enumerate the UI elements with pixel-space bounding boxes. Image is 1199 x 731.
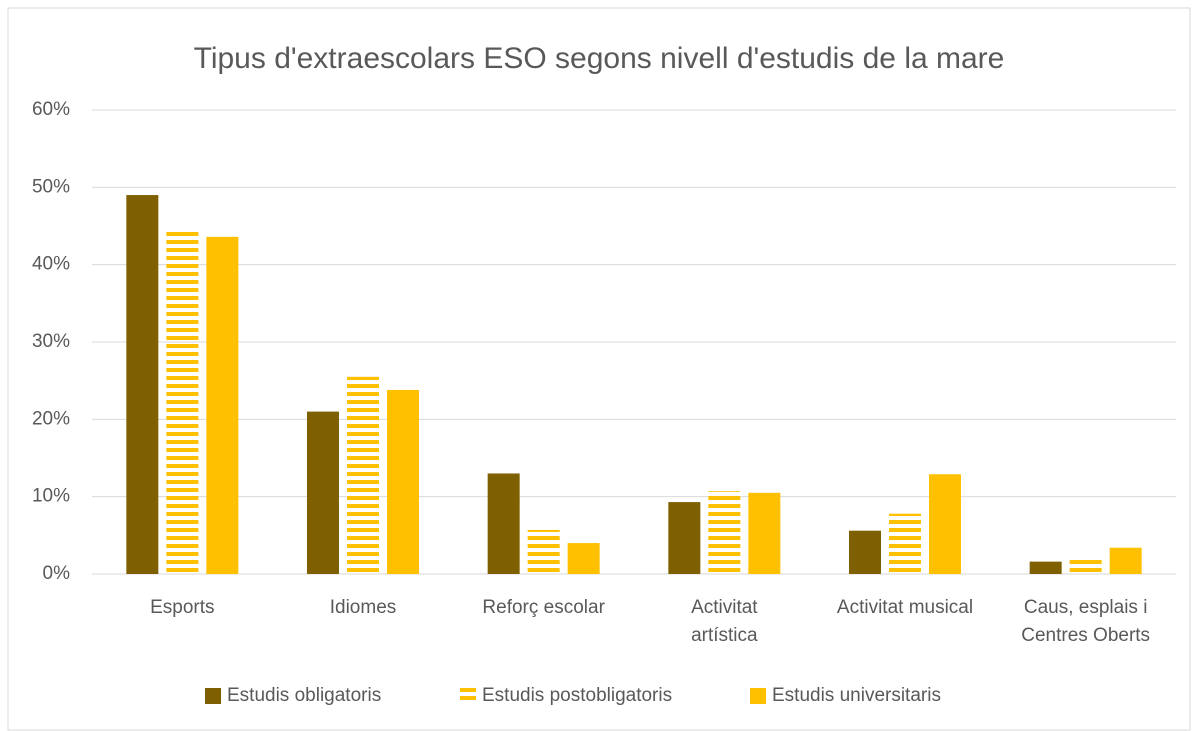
x-tick-label: Esports: [150, 597, 215, 618]
x-tick-label: Reforç escolar: [482, 597, 605, 618]
bar: [849, 530, 881, 574]
y-tick-label: 0%: [43, 563, 71, 584]
bar: [487, 473, 520, 574]
y-tick-label: 20%: [32, 408, 70, 429]
bar: [567, 543, 600, 574]
bar: [1029, 561, 1062, 574]
bar: [708, 491, 741, 574]
bar: [929, 474, 961, 574]
bar: [1069, 556, 1102, 574]
bar: [748, 492, 781, 574]
bar: [1109, 547, 1142, 574]
bar: [347, 376, 379, 574]
x-tick-label: Caus, esplais i Centres Oberts: [1021, 597, 1151, 646]
bar: [206, 236, 239, 574]
y-tick-label: 60%: [32, 99, 70, 120]
bar: [126, 195, 159, 575]
bar: [387, 389, 419, 574]
bar: [166, 229, 199, 574]
x-tick-label: Activitat artística: [691, 597, 758, 646]
y-tick-label: 30%: [32, 331, 70, 352]
chart-title: Tipus d'extraescolars ESO segons nivell …: [194, 42, 1005, 75]
bar: [889, 513, 921, 574]
legend-swatch: [750, 688, 766, 704]
y-tick-label: 40%: [32, 254, 70, 275]
legend-swatch: [205, 688, 221, 704]
bar: [668, 502, 701, 574]
legend-label: Estudis postobligatoris: [482, 685, 672, 706]
bar: [307, 411, 339, 574]
chart-border: [7, 7, 1191, 731]
legend-label: Estudis obligatoris: [227, 685, 381, 706]
y-tick-label: 10%: [32, 486, 70, 507]
x-tick-label: Activitat musical: [836, 597, 974, 618]
legend-label: Estudis universitaris: [772, 685, 941, 706]
legend-swatch: [460, 688, 476, 704]
x-tick-label: Idiomes: [329, 597, 397, 618]
bar: [527, 529, 560, 574]
y-tick-label: 50%: [32, 176, 70, 197]
